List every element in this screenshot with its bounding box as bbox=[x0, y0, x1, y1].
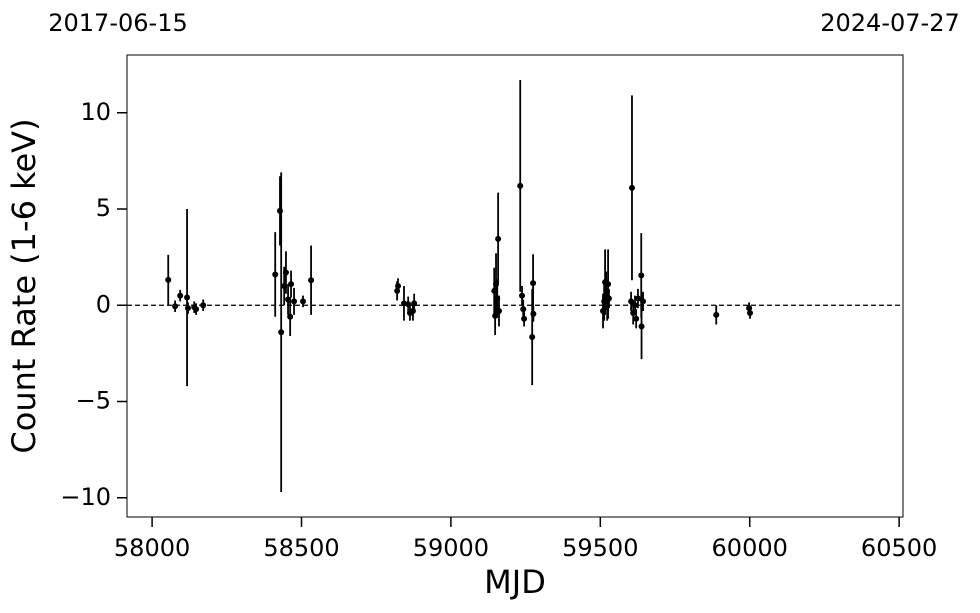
data-point bbox=[605, 295, 612, 302]
annotation: 2017-06-15 bbox=[48, 9, 187, 37]
data-point bbox=[409, 308, 416, 315]
x-tick-label: 59000 bbox=[413, 534, 489, 562]
data-point bbox=[165, 276, 172, 283]
x-tick-label: 58500 bbox=[263, 534, 339, 562]
data-point bbox=[747, 309, 754, 316]
data-point bbox=[517, 182, 524, 189]
data-point bbox=[640, 298, 647, 305]
x-tick-label: 60500 bbox=[861, 534, 937, 562]
data-point bbox=[411, 300, 418, 307]
data-point bbox=[495, 235, 502, 242]
data-point bbox=[184, 294, 191, 301]
data-point bbox=[308, 277, 315, 284]
data-point bbox=[530, 280, 537, 287]
data-point bbox=[519, 292, 526, 299]
data-point bbox=[172, 303, 179, 310]
data-point bbox=[634, 295, 641, 302]
data-point bbox=[177, 292, 184, 299]
data-point bbox=[605, 281, 612, 288]
data-point bbox=[193, 306, 200, 313]
data-point bbox=[638, 323, 645, 330]
x-axis-label: MJD bbox=[484, 563, 546, 601]
data-point bbox=[276, 207, 283, 214]
data-point bbox=[638, 272, 645, 279]
data-point bbox=[282, 269, 289, 276]
data-point bbox=[529, 334, 536, 341]
data-point bbox=[272, 271, 279, 278]
y-tick-label: 0 bbox=[96, 290, 111, 318]
data-point bbox=[395, 283, 402, 289]
data-point bbox=[713, 311, 720, 318]
y-tick-label: 5 bbox=[96, 194, 111, 222]
annotation: 2024-07-27 bbox=[820, 9, 959, 37]
data-point bbox=[291, 298, 298, 305]
data-point bbox=[496, 308, 503, 315]
data-point bbox=[633, 315, 640, 322]
data-point bbox=[521, 315, 528, 322]
x-tick-label: 58000 bbox=[114, 534, 190, 562]
data-point bbox=[520, 306, 527, 313]
data-point bbox=[631, 302, 638, 309]
y-axis-label: Count Rate (1-6 keV) bbox=[5, 118, 43, 453]
data-point bbox=[628, 184, 635, 191]
y-tick-label: −5 bbox=[76, 387, 111, 415]
plot-frame bbox=[126, 54, 904, 518]
data-point bbox=[287, 313, 294, 320]
data-point bbox=[530, 310, 537, 317]
data-point bbox=[184, 305, 191, 312]
data-point bbox=[288, 281, 295, 288]
y-tick-label: 10 bbox=[80, 98, 111, 126]
data-point bbox=[278, 329, 285, 336]
y-tick-label: −10 bbox=[60, 483, 111, 511]
data-point bbox=[200, 302, 207, 309]
x-tick-label: 59500 bbox=[562, 534, 638, 562]
data-point bbox=[299, 298, 306, 305]
x-tick-label: 60000 bbox=[712, 534, 788, 562]
